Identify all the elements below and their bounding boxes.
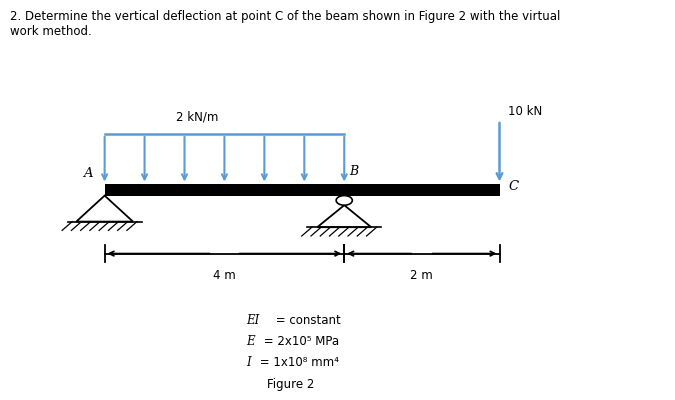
Text: E: E	[246, 335, 255, 348]
Text: = 2x10⁵ MPa: = 2x10⁵ MPa	[260, 335, 339, 348]
Text: 4 m: 4 m	[213, 269, 236, 282]
Text: = constant: = constant	[272, 314, 341, 327]
Text: = 1x10⁸ mm⁴: = 1x10⁸ mm⁴	[256, 356, 339, 369]
Text: 2 kN/m: 2 kN/m	[176, 111, 219, 124]
Bar	[105, 184, 500, 196]
Polygon shape	[76, 196, 133, 222]
Text: Figure 2: Figure 2	[267, 378, 314, 391]
Text: 2. Determine the vertical deflection at point C of the beam shown in Figure 2 wi: 2. Determine the vertical deflection at …	[10, 10, 560, 38]
Circle shape	[336, 196, 352, 205]
Text: B: B	[350, 166, 359, 178]
Text: C: C	[509, 180, 519, 193]
Text: 10 kN: 10 kN	[508, 105, 542, 118]
Polygon shape	[317, 205, 371, 227]
Text: I: I	[246, 356, 251, 369]
Text: 2 m: 2 m	[410, 269, 433, 282]
Text: A: A	[83, 167, 92, 180]
Text: EI: EI	[246, 314, 260, 327]
